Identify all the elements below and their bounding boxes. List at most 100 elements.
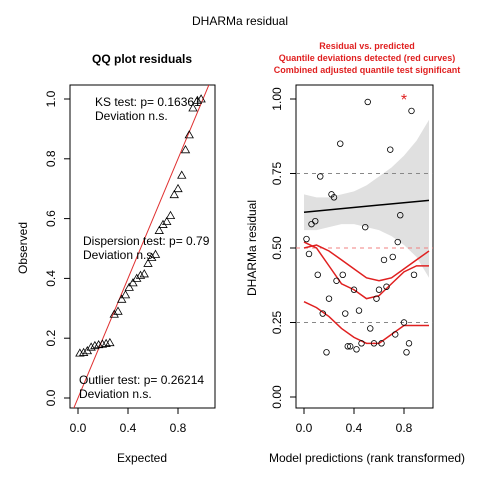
rp-data-point (380, 256, 388, 264)
rp-data-point (408, 107, 415, 115)
rp-title-line-3: Combined adjusted quantile test signific… (274, 65, 461, 75)
qq-y-tick-label: 0.6 (44, 210, 58, 227)
qq-x-axis-label: Expected (117, 451, 167, 465)
rp-data-point (394, 238, 401, 246)
rp-data-point (312, 217, 319, 225)
rp-data-point (375, 286, 383, 293)
rp-y-tick-label: 0.25 (270, 310, 284, 334)
qq-data-point (150, 249, 161, 258)
qq-plot-title: QQ plot residuals (92, 52, 192, 66)
rp-data-point (400, 319, 408, 326)
rp-fit-line (303, 199, 430, 213)
qq-x-tick-label: 0.0 (70, 421, 87, 435)
qq-data-point (169, 189, 179, 199)
qq-annotation-deviation: Deviation n.s. (83, 248, 156, 262)
qq-data-point (177, 170, 187, 179)
qq-data-point (93, 339, 104, 349)
qq-data-point (97, 339, 108, 348)
rp-data-point (383, 283, 390, 290)
qq-x-tick-label: 0.8 (170, 421, 187, 435)
rp-x-tick-label: 0.4 (346, 421, 363, 435)
qq-y-tick-label: 0.2 (44, 330, 58, 347)
qq-data-point (113, 306, 123, 315)
qq-data-point (117, 294, 127, 303)
qq-data-point (162, 216, 172, 225)
rp-x-axis-label: Model predictions (rank transformed) (269, 451, 465, 465)
qq-data-point (135, 270, 146, 279)
qq-data-point (158, 219, 168, 228)
qq-annotation-deviation: Deviation n.s. (79, 387, 152, 401)
rp-data-point (350, 286, 358, 293)
rp-x-tick-label: 0.8 (396, 421, 413, 435)
rp-data-point (342, 310, 349, 317)
rp-x-tick-label: 0.0 (296, 421, 313, 435)
qq-data-point (78, 347, 89, 356)
qq-x-tick-label: 0.4 (120, 421, 137, 435)
rp-y-tick-label: 0.00 (270, 385, 284, 409)
qq-data-point (173, 183, 183, 193)
rp-y-axis-label: DHARMa residual (245, 200, 259, 296)
rp-outlier-marker: * (401, 92, 407, 109)
rp-data-point (389, 253, 396, 261)
rp-data-point (392, 331, 399, 338)
qq-annotation-test: Outlier test: p= 0.26214 (79, 373, 204, 387)
qq-y-tick-label: 0.4 (44, 270, 58, 287)
rp-y-tick-label: 0.75 (270, 161, 284, 185)
residual-vs-predicted-panel: Residual vs. predicted Quantile deviatio… (245, 41, 465, 465)
rp-data-point (405, 340, 413, 347)
rp-data-point (410, 271, 418, 279)
figure-title: DHARMa residual (192, 14, 288, 28)
qq-y-tick-label: 1.0 (44, 90, 58, 107)
rp-data-point (355, 307, 363, 314)
qq-annotation-test: KS test: p= 0.16361 (95, 95, 201, 109)
rp-y-tick-label: 0.50 (270, 236, 284, 260)
qq-data-point (86, 342, 96, 351)
qq-data-point (101, 338, 111, 347)
rp-data-point (305, 250, 313, 258)
rp-data-point (303, 235, 310, 243)
qq-data-point (128, 278, 138, 287)
qq-data-point (105, 337, 115, 347)
rp-data-point (347, 343, 354, 350)
qq-data-point (143, 258, 153, 267)
rp-data-point (364, 98, 371, 106)
qq-data-point (75, 348, 85, 357)
qq-annotation-deviation: Deviation n.s. (95, 109, 168, 123)
qq-reference-line (73, 85, 210, 408)
rp-data-point (358, 340, 365, 347)
rp-data-point (325, 295, 333, 302)
rp-data-point (344, 343, 351, 350)
rp-data-point (319, 310, 326, 317)
rp-data-point (337, 140, 344, 147)
rp-data-point (323, 349, 330, 356)
qq-plot-panel: QQ plot residuals Expected Observed 0.0 0… (16, 52, 216, 465)
qq-data-point (120, 290, 131, 299)
rp-plot-frame (295, 84, 434, 409)
qq-y-tick-label: 0.8 (44, 150, 58, 167)
rp-y-tick-label: 1.00 (270, 87, 284, 111)
qq-data-point (188, 103, 198, 112)
rp-data-point (317, 173, 324, 180)
rp-data-point (370, 340, 378, 347)
qq-data-point (139, 269, 149, 278)
rp-data-point (373, 295, 380, 302)
rp-data-point (353, 346, 360, 353)
rp-data-point (403, 349, 410, 356)
qq-data-point (154, 225, 164, 234)
rp-quantile-curve (303, 300, 429, 345)
qq-annotation-test: Dispersion test: p= 0.79 (83, 234, 210, 248)
rp-title-line-2: Quantile deviations detected (red curves… (279, 53, 456, 63)
rp-quantile-curve (303, 244, 430, 282)
qq-y-tick-label: 0.0 (44, 389, 58, 406)
qq-data-point (90, 340, 100, 350)
rp-data-point (330, 194, 338, 201)
qq-data-point (192, 95, 203, 104)
qq-data-point (132, 273, 142, 282)
qq-data-point (124, 282, 134, 291)
qq-y-axis-label: Observed (16, 222, 30, 274)
rp-data-point (314, 271, 321, 279)
rp-data-point (397, 212, 404, 219)
rp-title-line-1: Residual vs. predicted (319, 41, 415, 51)
qq-data-point (109, 309, 119, 318)
